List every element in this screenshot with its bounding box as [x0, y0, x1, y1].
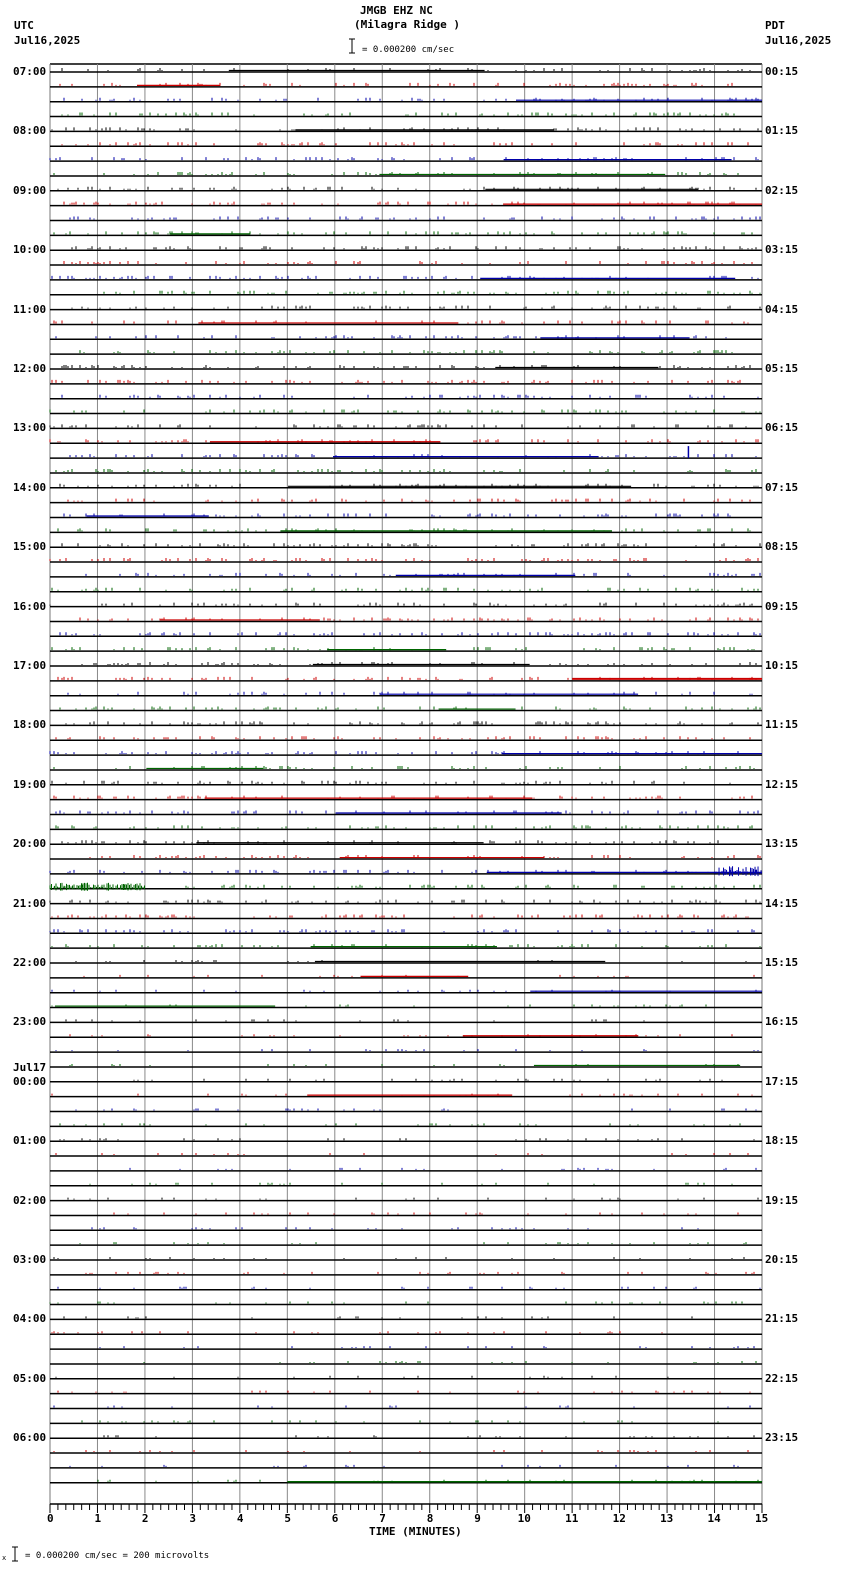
x-tick-label: 15: [755, 1512, 769, 1525]
utc-hour-label: 07:00: [13, 65, 47, 78]
pdt-hour-label: 13:15: [765, 837, 799, 851]
utc-hour-label: 02:00: [13, 1193, 47, 1207]
footer-prefix: x: [2, 1554, 7, 1562]
utc-hour-label: 06:00: [13, 1431, 47, 1445]
utc-hour-label: 08:00: [13, 124, 47, 138]
pdt-hour-label: 19:15: [765, 1193, 799, 1207]
pdt-hour-label: 21:15: [765, 1312, 799, 1326]
utc-hour-label: 03:00: [13, 1253, 47, 1266]
utc-hour-label: 17:00: [13, 659, 47, 672]
utc-hour-label: 18:00: [13, 718, 47, 732]
utc-hour-label: 20:00: [13, 837, 47, 851]
x-tick-label: 13: [660, 1512, 674, 1525]
x-tick-label: 5: [284, 1512, 291, 1525]
x-tick-label: 14: [707, 1512, 721, 1525]
x-tick-label: 3: [189, 1512, 197, 1525]
pdt-hour-label: 10:15: [765, 659, 799, 672]
pdt-hour-label: 03:15: [765, 243, 799, 257]
utc-hour-label: 12:00: [13, 362, 47, 375]
utc-hour-label: 09:00: [13, 183, 47, 197]
x-tick-label: 7: [379, 1512, 386, 1525]
x-tick-label: 12: [612, 1512, 626, 1525]
x-tick-label: 6: [331, 1512, 339, 1525]
utc-hour-label: 04:00: [13, 1312, 47, 1326]
utc-hour-label: 19:00: [13, 777, 47, 791]
utc-hour-label: 05:00: [13, 1371, 47, 1385]
utc-hour-label: 01:00: [13, 1134, 47, 1148]
utc-hour-label: 10:00: [13, 243, 47, 257]
scale-label: = 0.000200 cm/sec: [362, 45, 455, 55]
utc-hour-label: 11:00: [13, 302, 47, 316]
left-timezone: UTC: [14, 19, 34, 32]
x-tick-label: 10: [517, 1512, 531, 1525]
pdt-hour-label: 17:15: [765, 1074, 799, 1088]
date-change-label: Jul17: [13, 1060, 47, 1074]
pdt-hour-label: 00:15: [765, 65, 799, 78]
x-tick-label: 0: [47, 1512, 54, 1525]
x-tick-label: 1: [94, 1512, 102, 1525]
left-date: Jul16,2025: [14, 34, 81, 47]
pdt-hour-label: 06:15: [765, 421, 799, 435]
utc-hour-label: 13:00: [13, 421, 47, 435]
pdt-hour-label: 22:15: [765, 1371, 799, 1385]
x-axis-title: TIME (MINUTES): [369, 1525, 462, 1538]
pdt-hour-label: 12:15: [765, 777, 799, 791]
right-date: Jul16,2025: [765, 34, 832, 47]
pdt-hour-label: 09:15: [765, 599, 799, 613]
x-tick-label: 8: [426, 1512, 434, 1525]
pdt-hour-label: 05:15: [765, 362, 799, 375]
pdt-hour-label: 18:15: [765, 1134, 799, 1148]
station-location: (Milagra Ridge ): [354, 18, 460, 31]
right-timezone: PDT: [765, 19, 785, 32]
pdt-hour-label: 08:15: [765, 540, 799, 554]
x-tick-label: 11: [565, 1512, 579, 1525]
utc-hour-label: 16:00: [13, 599, 47, 613]
utc-hour-label: 15:00: [13, 540, 47, 554]
pdt-hour-label: 16:15: [765, 1015, 799, 1029]
pdt-hour-label: 23:15: [765, 1431, 799, 1445]
station-title: JMGB EHZ NC: [360, 4, 433, 17]
utc-hour-label: 22:00: [13, 956, 47, 969]
utc-hour-label: 00:00: [13, 1074, 47, 1088]
x-tick-label: 2: [141, 1512, 149, 1525]
pdt-hour-label: 11:15: [765, 718, 799, 732]
pdt-hour-label: 07:15: [765, 480, 799, 494]
pdt-hour-label: 15:15: [765, 956, 799, 969]
pdt-hour-label: 04:15: [765, 302, 799, 316]
x-tick-label: 9: [474, 1512, 481, 1525]
pdt-hour-label: 02:15: [765, 183, 799, 197]
utc-hour-label: 14:00: [13, 480, 47, 494]
pdt-hour-label: 20:15: [765, 1253, 799, 1266]
utc-hour-label: 21:00: [13, 896, 47, 910]
utc-hour-label: 23:00: [13, 1015, 47, 1029]
pdt-hour-label: 14:15: [765, 896, 799, 910]
x-tick-label: 4: [236, 1512, 244, 1525]
footer-scale-note: = 0.000200 cm/sec = 200 microvolts: [25, 1551, 210, 1561]
pdt-hour-label: 01:15: [765, 124, 799, 138]
